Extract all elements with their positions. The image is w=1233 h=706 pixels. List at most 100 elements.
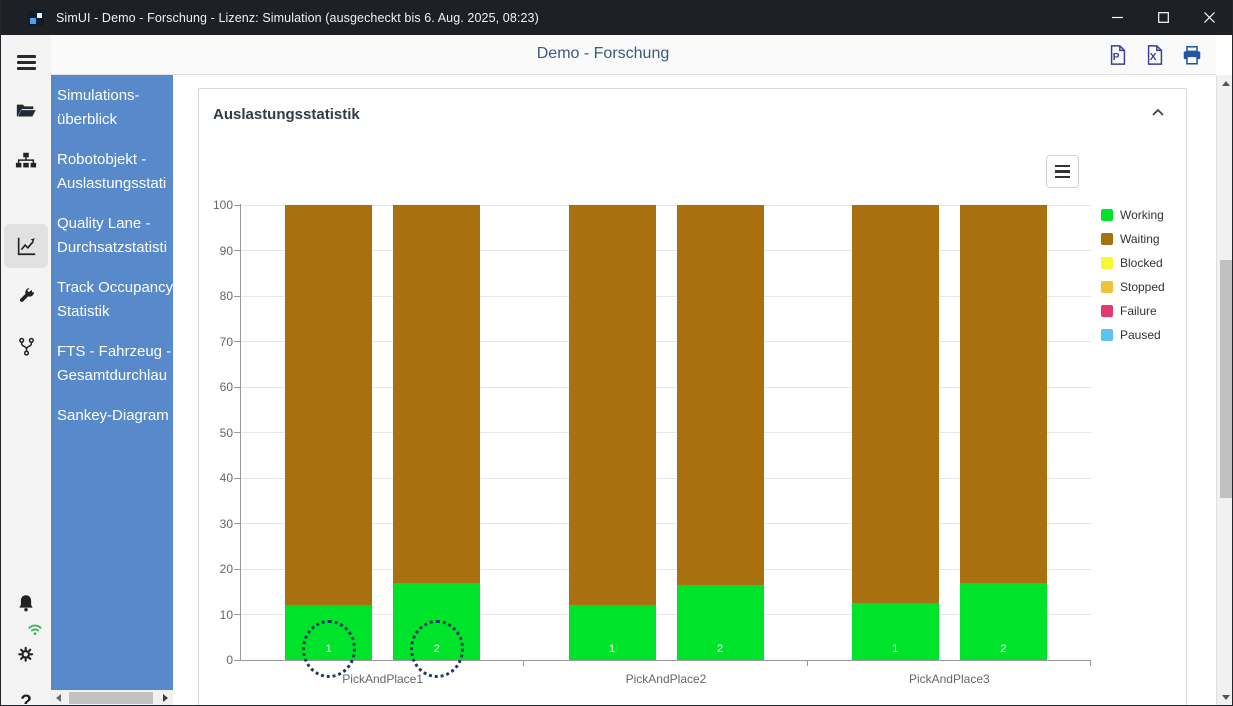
nav-item-sankey-diagramm[interactable]: Sankey-Diagram — [57, 407, 169, 424]
y-axis-tick — [234, 659, 241, 661]
connection-wifi-icon — [27, 622, 43, 642]
y-axis-tick — [234, 432, 241, 433]
legend-label: Waiting — [1120, 232, 1160, 246]
scroll-right-arrow-icon[interactable] — [163, 694, 168, 702]
legend-item-working[interactable]: Working — [1101, 207, 1164, 223]
x-axis-tick — [523, 660, 525, 666]
nav-item-quality-lane-durchsatz[interactable]: Quality Lane - Durchsatzstatisti — [57, 215, 168, 256]
open-project-icon[interactable] — [1, 89, 51, 133]
legend-item-waiting[interactable]: Waiting — [1101, 231, 1160, 247]
legend-item-blocked[interactable]: Blocked — [1101, 255, 1163, 271]
y-axis-label: 100 — [212, 198, 233, 212]
y-axis-tick — [234, 250, 241, 251]
bar-segment-waiting[interactable] — [568, 205, 656, 606]
maximize-button[interactable] — [1140, 0, 1186, 35]
x-axis-line — [240, 660, 1091, 661]
settings-gear-icon[interactable] — [1, 624, 51, 675]
page-header: Demo - Forschung P X — [51, 35, 1216, 75]
y-gridline — [241, 341, 1091, 342]
y-gridline — [241, 477, 1091, 479]
legend-item-stopped[interactable]: Stopped — [1101, 279, 1165, 295]
y-axis-label: 50 — [219, 425, 233, 440]
legend-swatch-icon — [1101, 209, 1113, 221]
bar-data-label: 1 — [892, 643, 899, 655]
minimize-button[interactable] — [1094, 0, 1140, 35]
y-axis-label: 40 — [219, 471, 233, 485]
bar-segment-working[interactable] — [959, 582, 1047, 660]
nav-item-track-occupancy[interactable]: Track Occupancy Statistik — [57, 279, 173, 320]
notifications-bell-icon[interactable] — [1, 581, 51, 625]
y-axis-label: 20 — [219, 562, 233, 576]
y-axis-label: 10 — [219, 607, 233, 622]
selection-ellipse — [301, 620, 356, 678]
vertical-scrollbar[interactable] — [1216, 75, 1232, 705]
bar-segment-waiting[interactable] — [285, 205, 373, 606]
bar-data-label: 2 — [1000, 643, 1007, 655]
help-label: ? — [20, 692, 32, 706]
legend-swatch-icon — [1101, 281, 1113, 293]
x-axis-category-label: PickAndPlace1 — [342, 672, 424, 686]
tools-icon[interactable] — [1, 274, 51, 318]
y-gridline — [241, 568, 1091, 570]
bar-segment-working[interactable] — [851, 603, 939, 660]
legend-swatch-icon — [1101, 233, 1113, 245]
legend-label: Blocked — [1120, 256, 1163, 270]
help-icon[interactable]: ? — [1, 681, 51, 706]
legend-swatch-icon — [1101, 305, 1113, 317]
legend-item-failure[interactable]: Failure — [1101, 303, 1157, 319]
bar-segment-working[interactable] — [676, 584, 764, 660]
bar-segment-working[interactable] — [568, 605, 656, 660]
scroll-down-arrow-icon[interactable] — [1222, 695, 1230, 700]
y-axis-label: 30 — [219, 516, 233, 531]
menu-icon[interactable] — [1, 40, 51, 84]
version-branch-icon[interactable] — [1, 324, 51, 368]
y-axis-tick — [234, 568, 241, 570]
scroll-up-arrow-icon[interactable] — [1222, 81, 1230, 86]
y-axis-line — [240, 204, 241, 660]
legend-label: Working — [1120, 208, 1164, 222]
y-axis-label: 90 — [219, 243, 233, 258]
collapse-chevron-up-icon[interactable] — [1150, 105, 1168, 123]
excel-letter: X — [1150, 52, 1157, 63]
x-axis-category-label: PickAndPlace2 — [625, 672, 707, 686]
y-gridline — [241, 295, 1091, 297]
legend-item-paused[interactable]: Paused — [1101, 327, 1161, 343]
chart-context-menu-button[interactable] — [1046, 155, 1079, 188]
report-nav-sidebar: Simulations- überblick Robotobjekt - Aus… — [51, 75, 173, 690]
y-gridline — [241, 432, 1091, 433]
bar-segment-waiting[interactable] — [959, 205, 1047, 583]
object-hierarchy-icon[interactable] — [1, 139, 51, 183]
legend-swatch-icon — [1101, 329, 1113, 341]
bar-segment-waiting[interactable] — [393, 205, 481, 583]
horizontal-scrollbar-thumb[interactable] — [69, 692, 153, 704]
export-excel-button[interactable]: X — [1144, 44, 1166, 66]
y-axis-label: 60 — [219, 380, 233, 394]
page-title: Demo - Forschung — [536, 45, 670, 62]
titlebar: SimUI - Demo - Forschung - Lizenz: Simul… — [1, 0, 1232, 35]
print-button[interactable] — [1181, 44, 1203, 66]
utilization-chart: 0 10 20 30 40 50 60 70 80 90 100 PickAndPlace1 1 2 Pic… — [173, 75, 1216, 705]
nav-item-fts-fahrzeug[interactable]: FTS - Fahrzeug - Gesamtdurchlau — [57, 343, 172, 384]
y-axis-tick — [234, 386, 241, 388]
nav-item-robotobjekt-auslastung[interactable]: Robotobjekt - Auslastungsstati — [57, 151, 167, 192]
nav-item-simulationsueberblick[interactable]: Simulations- überblick — [57, 87, 140, 128]
statistics-icon[interactable] — [4, 224, 48, 268]
close-button[interactable] — [1186, 0, 1232, 35]
y-axis-tick — [234, 204, 241, 206]
bar-segment-waiting[interactable] — [851, 205, 939, 604]
bar-data-label: 1 — [608, 643, 616, 655]
bar-data-label: 2 — [716, 643, 724, 655]
y-gridline — [241, 386, 1091, 388]
y-axis-tick — [234, 341, 241, 342]
selection-ellipse — [409, 620, 464, 678]
y-axis-label: 80 — [219, 289, 233, 303]
export-pdf-button[interactable]: P — [1107, 44, 1129, 66]
y-gridline — [241, 204, 1091, 206]
vertical-scrollbar-thumb[interactable] — [1220, 260, 1232, 498]
scroll-left-arrow-icon[interactable] — [56, 694, 61, 702]
sidebar-horizontal-scrollbar[interactable] — [51, 690, 173, 705]
legend-swatch-icon — [1101, 257, 1113, 269]
legend-label: Paused — [1120, 328, 1161, 342]
bar-segment-waiting[interactable] — [676, 205, 764, 585]
